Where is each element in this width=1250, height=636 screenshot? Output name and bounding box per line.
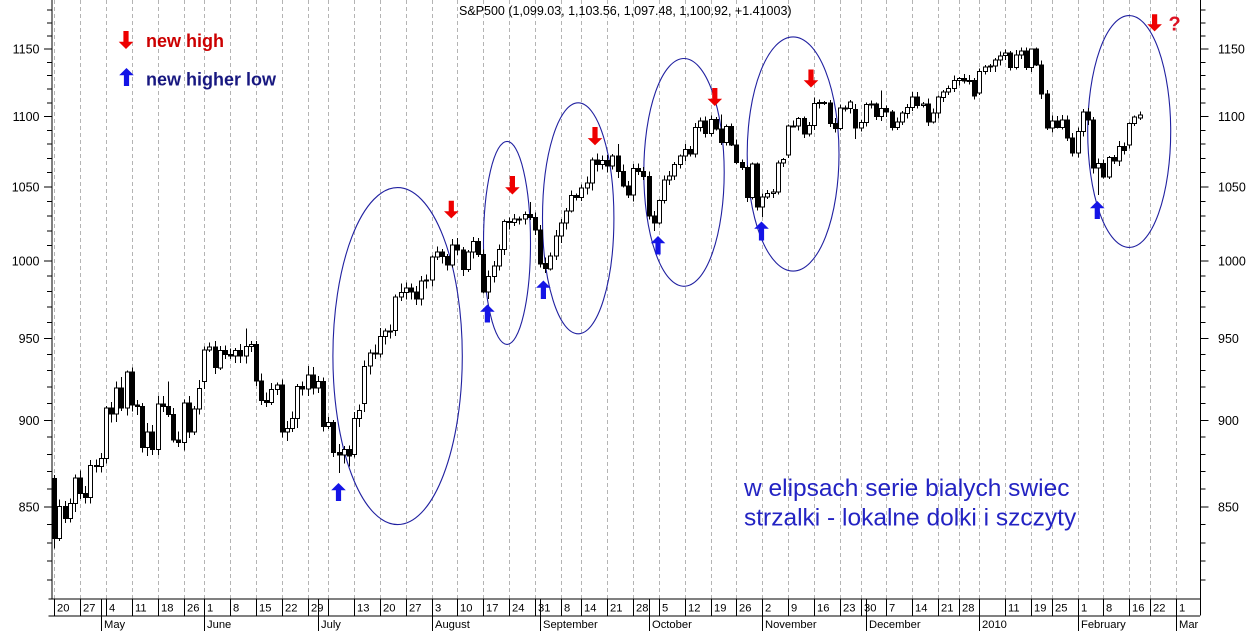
svg-text:February: February [1081, 619, 1126, 631]
svg-text:16: 16 [817, 603, 829, 615]
svg-text:1000: 1000 [12, 254, 40, 268]
svg-text:20: 20 [383, 603, 395, 615]
svg-text:10: 10 [460, 603, 472, 615]
svg-text:5: 5 [662, 603, 668, 615]
svg-text:strzalki - lokalne dolki i szc: strzalki - lokalne dolki i szczyty [744, 505, 1077, 532]
svg-text:w elipsach serie bialych swiec: w elipsach serie bialych swiec [743, 475, 1069, 502]
svg-text:June: June [207, 619, 231, 631]
svg-text:29: 29 [311, 603, 323, 615]
svg-text:19: 19 [714, 603, 726, 615]
svg-text:900: 900 [1218, 414, 1239, 428]
svg-text:14: 14 [584, 603, 596, 615]
svg-text:28: 28 [962, 603, 974, 615]
svg-text:1: 1 [1081, 603, 1087, 615]
svg-text:21: 21 [941, 603, 953, 615]
svg-text:1050: 1050 [1218, 180, 1246, 194]
svg-text:September: September [543, 619, 598, 631]
svg-text:May: May [104, 619, 126, 631]
svg-text:850: 850 [19, 500, 40, 514]
svg-text:3: 3 [435, 603, 441, 615]
svg-text:22: 22 [285, 603, 297, 615]
svg-text:1100: 1100 [1218, 110, 1245, 124]
svg-text:S&P500 (1,099.03, 1,103.56, 1,: S&P500 (1,099.03, 1,103.56, 1,097.48, 1,… [459, 4, 792, 18]
svg-text:27: 27 [409, 603, 421, 615]
svg-text:25: 25 [1055, 603, 1067, 615]
svg-text:October: October [652, 619, 692, 631]
svg-text:2: 2 [765, 603, 771, 615]
svg-text:30: 30 [864, 603, 876, 615]
svg-text:22: 22 [1153, 603, 1165, 615]
svg-text:December: December [869, 619, 921, 631]
svg-text:12: 12 [688, 603, 700, 615]
svg-text:11: 11 [135, 603, 147, 615]
svg-text:950: 950 [19, 332, 40, 346]
svg-text:1050: 1050 [12, 180, 40, 194]
svg-text:Mar: Mar [1179, 619, 1199, 631]
svg-text:26: 26 [739, 603, 751, 615]
svg-text:4: 4 [109, 603, 115, 615]
svg-text:?: ? [1169, 14, 1181, 36]
svg-text:950: 950 [1218, 332, 1239, 346]
svg-text:11: 11 [1008, 603, 1020, 615]
svg-text:14: 14 [915, 603, 927, 615]
svg-text:17: 17 [486, 603, 498, 615]
svg-text:26: 26 [187, 603, 199, 615]
svg-text:27: 27 [83, 603, 95, 615]
svg-text:28: 28 [636, 603, 648, 615]
svg-text:20: 20 [57, 603, 69, 615]
svg-text:19: 19 [1034, 603, 1046, 615]
svg-text:21: 21 [610, 603, 622, 615]
svg-text:23: 23 [843, 603, 855, 615]
svg-text:15: 15 [259, 603, 271, 615]
svg-text:1100: 1100 [13, 110, 40, 124]
svg-text:900: 900 [19, 414, 40, 428]
svg-text:July: July [321, 619, 341, 631]
svg-text:8: 8 [1106, 603, 1112, 615]
svg-text:August: August [435, 619, 471, 631]
svg-text:1150: 1150 [13, 43, 40, 57]
svg-text:13: 13 [357, 603, 369, 615]
svg-text:1150: 1150 [1218, 43, 1245, 57]
svg-text:8: 8 [233, 603, 239, 615]
svg-text:1000: 1000 [1218, 254, 1246, 268]
svg-text:16: 16 [1132, 603, 1144, 615]
svg-text:1: 1 [1179, 603, 1185, 615]
svg-text:1: 1 [207, 603, 213, 615]
svg-text:new high: new high [146, 31, 224, 51]
svg-text:850: 850 [1218, 500, 1239, 514]
svg-text:31: 31 [538, 603, 550, 615]
svg-text:7: 7 [889, 603, 895, 615]
svg-text:new higher low: new higher low [146, 70, 277, 90]
svg-text:9: 9 [791, 603, 797, 615]
svg-text:November: November [765, 619, 817, 631]
svg-text:24: 24 [512, 603, 524, 615]
svg-text:18: 18 [161, 603, 173, 615]
svg-text:2010: 2010 [982, 619, 1007, 631]
svg-text:8: 8 [564, 603, 570, 615]
